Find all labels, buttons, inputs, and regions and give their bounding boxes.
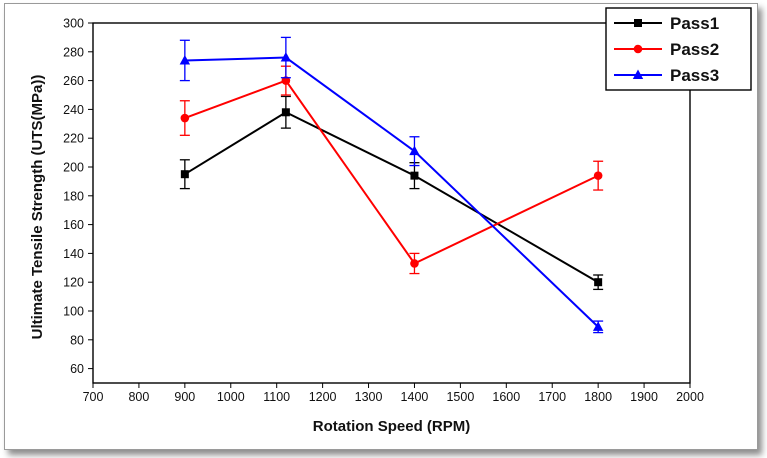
y-axis-title: Ultimate Tensile Strength (UTS(MPa)) <box>29 75 46 340</box>
legend-marker-pass2 <box>633 44 643 54</box>
x-tick-label: 1800 <box>584 390 612 404</box>
data-point-pass1 <box>594 278 603 287</box>
data-point-pass3 <box>592 321 604 331</box>
data-point-pass3 <box>280 52 292 62</box>
y-tick-label: 80 <box>70 333 84 347</box>
y-tick-label: 220 <box>63 132 84 146</box>
y-tick-label: 100 <box>63 305 84 319</box>
x-tick-label: 800 <box>128 390 149 404</box>
x-tick-label: 1300 <box>355 390 383 404</box>
y-tick-label: 140 <box>63 247 84 261</box>
data-point-pass2 <box>410 259 419 268</box>
series-pass3 <box>179 36 604 334</box>
data-point-pass3 <box>179 54 191 65</box>
x-tick-label: 2000 <box>676 390 704 404</box>
data-point-pass2 <box>593 171 603 180</box>
legend-label-pass2: Pass2 <box>670 40 719 59</box>
legend: Pass1 Pass2 Pass3 <box>605 7 752 91</box>
series-pass1 <box>179 95 604 291</box>
x-tick-label: 1500 <box>446 390 474 404</box>
legend-label-pass3: Pass3 <box>670 66 719 85</box>
y-tick-label: 60 <box>70 362 84 376</box>
x-tick-label: 1900 <box>630 390 658 404</box>
y-tick-label: 260 <box>63 74 84 88</box>
y-tick-label: 120 <box>63 276 84 290</box>
x-tick-label: 1000 <box>217 390 245 404</box>
x-tick-label: 1700 <box>538 390 566 404</box>
y-tick-label: 280 <box>63 45 84 59</box>
x-tick-label: 1200 <box>309 390 337 404</box>
x-tick-label: 1600 <box>492 390 520 404</box>
x-axis-title: Rotation Speed (RPM) <box>313 418 471 435</box>
data-point-pass1 <box>180 170 189 179</box>
data-point-pass2 <box>180 113 190 123</box>
legend-marker-pass1 <box>634 19 642 27</box>
legend-marker-pass3 <box>632 69 644 79</box>
x-tick-label: 1400 <box>401 390 429 404</box>
data-point-pass2 <box>281 76 291 85</box>
series-pass2 <box>179 65 604 275</box>
data-point-pass3 <box>409 145 420 156</box>
x-tick-label: 900 <box>174 390 195 404</box>
series-line-pass2 <box>184 79 599 265</box>
data-point-pass1 <box>281 108 290 117</box>
y-tick-label: 300 <box>63 17 84 31</box>
plot-area-border <box>92 22 691 384</box>
data-point-pass1 <box>410 171 419 180</box>
legend-label-pass1: Pass1 <box>670 14 719 33</box>
y-tick-label: 180 <box>63 189 84 203</box>
series-line-pass1 <box>184 111 599 284</box>
x-tick-label: 700 <box>83 390 104 404</box>
x-tick-label: 1100 <box>263 390 290 404</box>
y-tick-label: 160 <box>63 218 84 232</box>
y-tick-label: 240 <box>63 103 84 117</box>
series-line-pass3 <box>184 56 599 328</box>
y-tick-label: 200 <box>63 161 84 175</box>
